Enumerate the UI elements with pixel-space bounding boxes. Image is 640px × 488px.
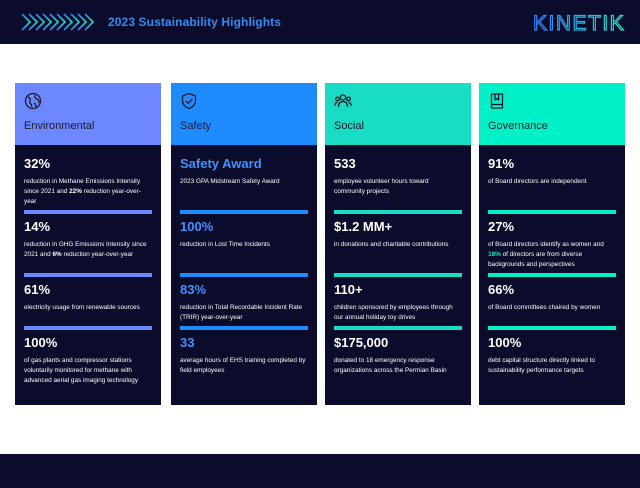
divider bbox=[334, 326, 462, 330]
stat-description: donated to 18 emergency response organiz… bbox=[334, 357, 447, 374]
stat-value: $1.2 MM+ bbox=[334, 219, 393, 234]
card-safety: Safety Safety Award 2023 GPA Midstream S… bbox=[171, 83, 317, 405]
card-header: Environmental bbox=[15, 83, 161, 145]
stat-value: 100% bbox=[488, 335, 522, 350]
stat-description: of Board committees chaired by women bbox=[488, 304, 601, 311]
stat-description: of Board directors are independent bbox=[488, 178, 587, 185]
stat-description: reduction in Total Recordable Incident R… bbox=[180, 304, 303, 321]
card-social: Social 533 employee volunteer hours towa… bbox=[325, 83, 471, 405]
stat-block: 100% reduction in Lost Time Incidents bbox=[180, 219, 306, 250]
stat-description: of gas plants and compressor stations vo… bbox=[24, 357, 139, 384]
stat-description: in donations and charitable contribution… bbox=[334, 241, 449, 248]
stat-description: employee volunteer hours toward communit… bbox=[334, 178, 429, 195]
stat-value: 100% bbox=[24, 335, 58, 350]
divider bbox=[488, 210, 616, 214]
divider bbox=[488, 326, 616, 330]
card-header: Safety bbox=[171, 83, 317, 145]
logo-text: KINETIK bbox=[533, 12, 625, 33]
stat-value: 61% bbox=[24, 282, 51, 297]
divider bbox=[334, 273, 462, 277]
stat-description: of Board directors identify as women and… bbox=[488, 241, 604, 268]
stat-description: average hours of EHS training completed … bbox=[180, 357, 306, 374]
stat-block: 33 average hours of EHS training complet… bbox=[180, 335, 306, 376]
divider bbox=[24, 210, 152, 214]
divider bbox=[488, 273, 616, 277]
stat-block: 14% reduction in GHG Emissions Intensity… bbox=[24, 219, 150, 260]
stat-description: debt capital structure directly linked t… bbox=[488, 357, 595, 374]
divider bbox=[24, 273, 152, 277]
stat-block: 83% reduction in Total Recordable Incide… bbox=[180, 282, 306, 323]
footer-bar bbox=[0, 454, 640, 488]
stat-block: $1.2 MM+ in donations and charitable con… bbox=[334, 219, 460, 250]
card-title: Safety bbox=[180, 120, 212, 132]
stat-description: children sponsored by employees through … bbox=[334, 304, 453, 321]
stat-block: 100% of gas plants and compressor statio… bbox=[24, 335, 150, 386]
card-environmental: Environmental 32% reduction in Methane E… bbox=[15, 83, 161, 405]
stat-block: 110+ children sponsored by employees thr… bbox=[334, 282, 460, 323]
divider bbox=[24, 326, 152, 330]
stat-block: Safety Award 2023 GPA Midstream Safety A… bbox=[180, 156, 306, 187]
stat-value: 83% bbox=[180, 282, 207, 297]
stat-value: 27% bbox=[488, 219, 515, 234]
divider bbox=[180, 326, 308, 330]
stat-value: 66% bbox=[488, 282, 515, 297]
card-title: Governance bbox=[488, 120, 548, 132]
page-title: 2023 Sustainability Highlights bbox=[108, 15, 282, 29]
header-bar: 2023 Sustainability Highlights KINETIK bbox=[0, 0, 640, 44]
stat-value: 91% bbox=[488, 156, 515, 171]
divider bbox=[180, 273, 308, 277]
stat-value: Safety Award bbox=[180, 156, 262, 171]
card-title: Social bbox=[334, 120, 364, 132]
card-header: Governance bbox=[479, 83, 625, 145]
stat-value: 110+ bbox=[334, 282, 363, 297]
stat-description: reduction in Lost Time Incidents bbox=[180, 241, 270, 248]
stat-value: 32% bbox=[24, 156, 51, 171]
globe-icon bbox=[24, 92, 42, 110]
bookmark-book-icon bbox=[490, 93, 504, 109]
stat-value: 14% bbox=[24, 219, 51, 234]
stat-value: 533 bbox=[334, 156, 356, 171]
card-header: Social bbox=[325, 83, 471, 145]
stat-value: 33 bbox=[180, 335, 195, 350]
stat-block: 91% of Board directors are independent bbox=[488, 156, 614, 187]
people-icon bbox=[334, 94, 352, 108]
stat-value: 100% bbox=[180, 219, 214, 234]
chevron-pattern-icon bbox=[21, 13, 95, 31]
card-governance: Governance 91% of Board directors are in… bbox=[479, 83, 625, 405]
stat-block: $175,000 donated to 18 emergency respons… bbox=[334, 335, 460, 376]
stat-description: reduction in Methane Emissions Intensity… bbox=[24, 178, 141, 205]
divider bbox=[180, 210, 308, 214]
stat-description: electricity usage from renewable sources bbox=[24, 304, 140, 311]
stat-block: 100% debt capital structure directly lin… bbox=[488, 335, 614, 376]
stat-block: 61% electricity usage from renewable sou… bbox=[24, 282, 150, 313]
divider bbox=[334, 210, 462, 214]
stat-block: 27% of Board directors identify as women… bbox=[488, 219, 614, 270]
shield-check-icon bbox=[181, 92, 197, 110]
stat-block: 32% reduction in Methane Emissions Inten… bbox=[24, 156, 150, 207]
stat-description: reduction in GHG Emissions Intensity sin… bbox=[24, 241, 147, 258]
stat-value: $175,000 bbox=[334, 335, 389, 350]
card-title: Environmental bbox=[24, 120, 95, 132]
stat-description: 2023 GPA Midstream Safety Award bbox=[180, 178, 280, 185]
kinetik-logo: KINETIK bbox=[533, 11, 625, 33]
stat-block: 533 employee volunteer hours toward comm… bbox=[334, 156, 460, 197]
stat-block: 66% of Board committees chaired by women bbox=[488, 282, 614, 313]
